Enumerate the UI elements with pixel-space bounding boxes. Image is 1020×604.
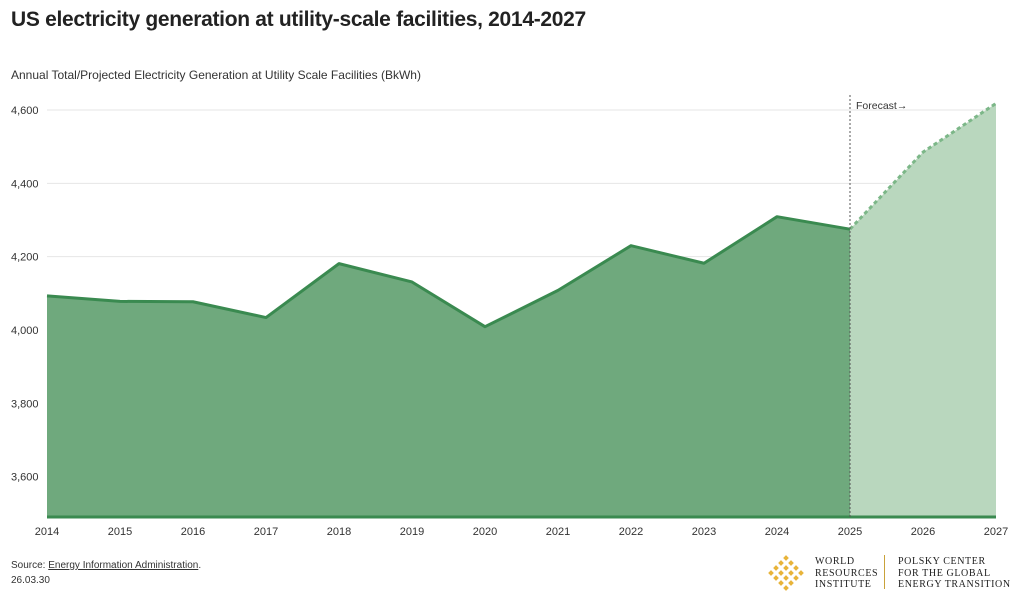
x-tick-label: 2015 <box>108 526 132 538</box>
date-note: 26.03.30 <box>11 575 50 586</box>
actual-line <box>46 215 851 329</box>
logo-divider <box>884 555 885 589</box>
x-tick-label: 2022 <box>619 526 643 538</box>
y-tick-label: 4,200 <box>11 252 39 264</box>
source-link[interactable]: Energy Information Administration <box>48 560 199 571</box>
forecast-annotation: Forecast→ <box>856 100 907 112</box>
y-tick-label: 4,400 <box>11 178 39 190</box>
x-tick-label: 2026 <box>911 526 935 538</box>
source-prefix: Source: <box>11 560 49 571</box>
x-tick-label: 2027 <box>984 526 1008 538</box>
y-tick-label: 3,800 <box>11 398 39 410</box>
x-tick-label: 2016 <box>181 526 205 538</box>
wri-logo-text: WORLD RESOURCES INSTITUTE <box>815 556 879 590</box>
y-tick-label: 4,600 <box>11 105 39 117</box>
x-tick-label: 2024 <box>765 526 789 538</box>
x-tick-label: 2020 <box>473 526 497 538</box>
source-note: Source: Energy Information Administratio… <box>11 560 201 571</box>
x-tick-label: 2023 <box>692 526 716 538</box>
polsky-logo-text: POLSKY CENTER FOR THE GLOBAL ENERGY TRAN… <box>898 556 1011 590</box>
x-tick-label: 2021 <box>546 526 570 538</box>
x-tick-label: 2019 <box>400 526 424 538</box>
chart-area: 3,600 3,800 4,000 4,200 4,400 4,600 Forecast→ 2… <box>11 95 1008 538</box>
partner-logos: WORLD RESOURCES INSTITUTE POLSKY CENTER … <box>768 553 1018 593</box>
actual-area <box>47 216 850 517</box>
y-tick-label: 3,600 <box>11 472 39 484</box>
x-tick-label: 2017 <box>254 526 278 538</box>
x-tick-label: 2025 <box>838 526 862 538</box>
chart-title: US electricity generation at utility-sca… <box>11 8 586 31</box>
forecast-area <box>850 103 996 518</box>
x-tick-label: 2018 <box>327 526 351 538</box>
wri-logo-icon <box>768 555 804 591</box>
x-tick-label: 2014 <box>35 526 59 538</box>
forecast-line <box>848 102 997 231</box>
source-suffix: . <box>198 560 202 571</box>
y-tick-label: 4,000 <box>11 325 39 337</box>
chart-subtitle: Annual Total/Projected Electricity Gener… <box>11 68 421 82</box>
